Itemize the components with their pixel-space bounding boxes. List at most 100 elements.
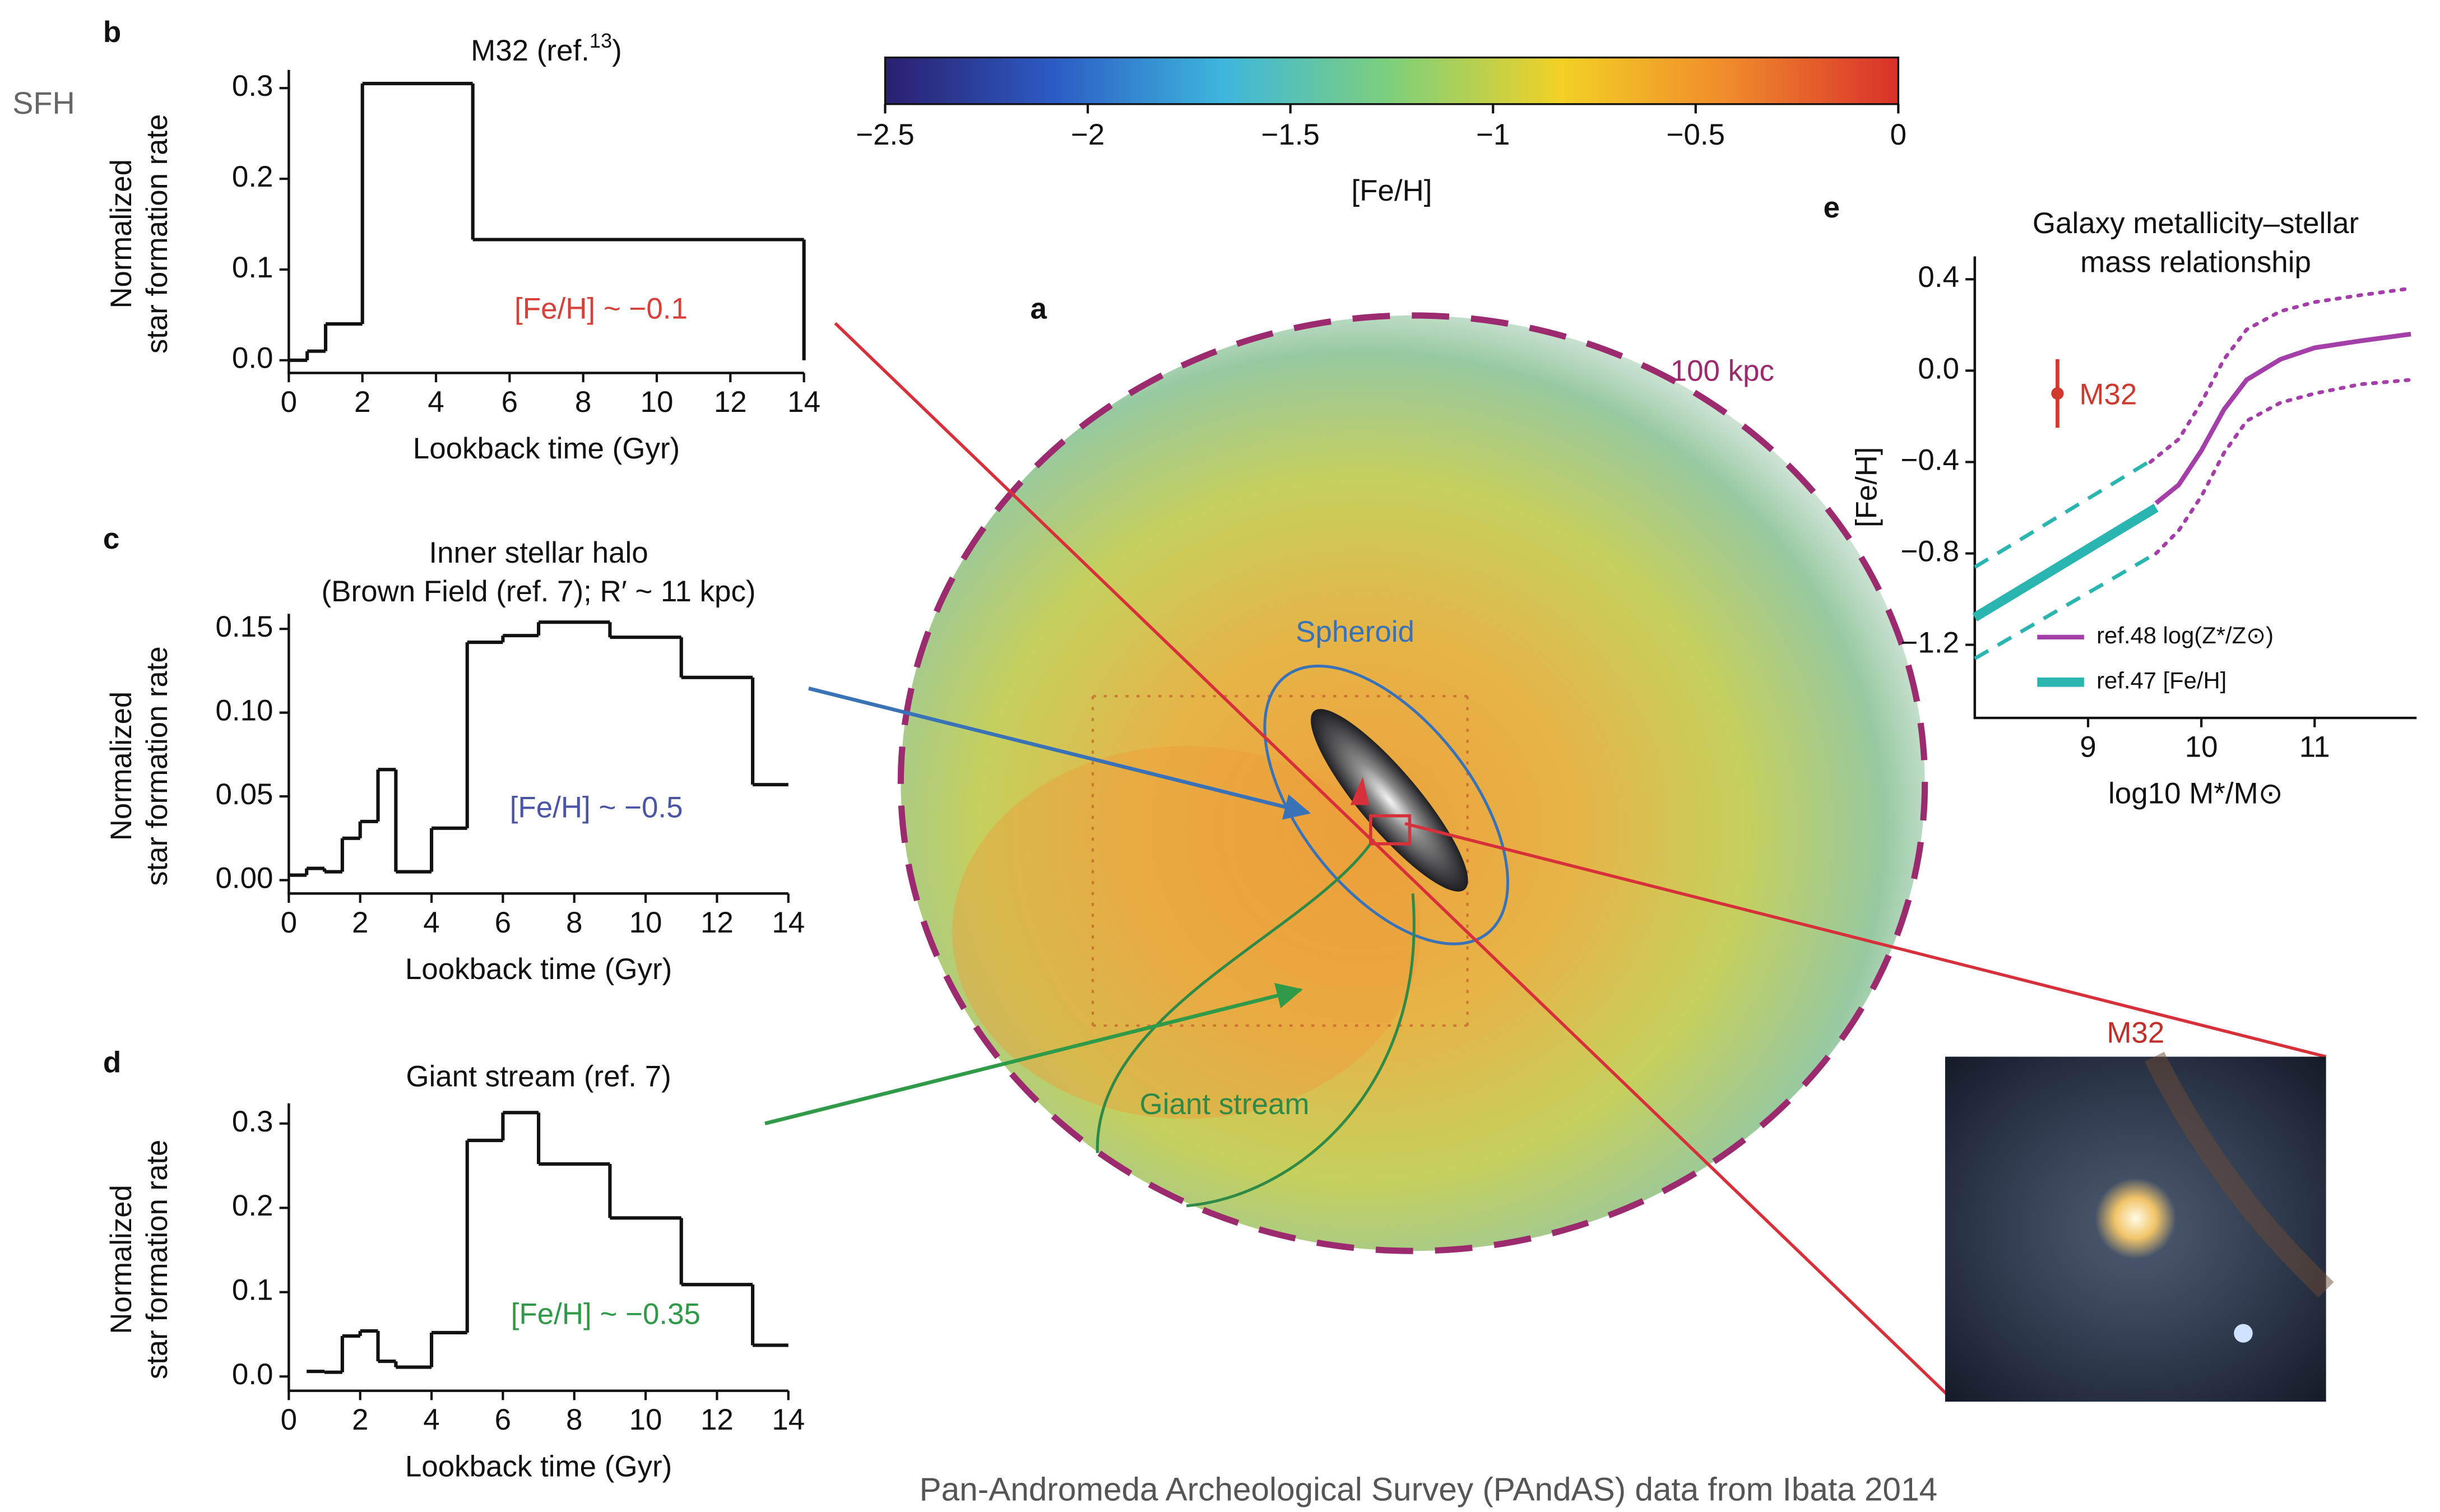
x-tick-label: 8 — [566, 1403, 582, 1436]
y-tick-label: 0.15 — [215, 610, 273, 643]
chart-title: (Brown Field (ref. 7); R′ ~ 11 kpc) — [322, 575, 756, 608]
x-tick-label: 0 — [281, 386, 297, 419]
x-tick-label: 2 — [352, 1403, 368, 1436]
line-series — [2156, 380, 2411, 554]
y-axis-label-line: Normalized — [105, 159, 138, 308]
annotation: [Fe/H] ~ −0.5 — [510, 791, 683, 824]
map: a 100 kpc Spheroid Giant stream M32 — [765, 293, 2326, 1402]
y-tick-label: 0.3 — [232, 1105, 273, 1138]
chart-title: Galaxy metallicity–stellar — [2033, 207, 2359, 240]
line-series — [2150, 289, 2411, 462]
x-tick-label: 2 — [352, 906, 368, 939]
legend-label: ref.47 [Fe/H] — [2096, 667, 2226, 693]
line-series — [2156, 334, 2411, 503]
x-tick-label: 10 — [629, 1403, 662, 1436]
colorbar-tick-label: −1.5 — [1261, 118, 1319, 151]
x-axis-label: log10 M*/M⊙ — [2108, 777, 2283, 810]
m32-galaxy — [2095, 1178, 2176, 1259]
axis-spine — [289, 70, 804, 373]
title-text: M32 (ref. — [471, 34, 590, 67]
y-tick-label: −0.4 — [1901, 443, 1959, 476]
colorbar-label: [Fe/H] — [1351, 174, 1432, 207]
x-tick-label: 14 — [772, 1403, 805, 1436]
x-tick-label: 14 — [772, 906, 805, 939]
chart-title: Inner stellar halo — [429, 536, 648, 569]
x-axis-label: Lookback time (Gyr) — [405, 1450, 672, 1483]
data-point — [2051, 387, 2063, 400]
chart-title: mass relationship — [2080, 245, 2311, 279]
inset-label: M32 — [2107, 1017, 2164, 1050]
axis-spine — [1975, 257, 2416, 718]
colorbar-tick-label: −0.5 — [1667, 118, 1725, 151]
y-tick-label: 0.4 — [1918, 261, 1959, 294]
point-label: M32 — [2079, 378, 2137, 411]
x-tick-label: 0 — [281, 906, 297, 939]
figure: a 100 kpc Spheroid Giant stream M32 SFH … — [0, 0, 2440, 1512]
x-tick-label: 10 — [629, 906, 662, 939]
title-text: ) — [612, 34, 622, 67]
panel-letter: b — [103, 16, 121, 49]
y-tick-label: 0.10 — [215, 694, 273, 727]
axis-spine — [289, 614, 788, 893]
y-tick-label: −1.2 — [1901, 627, 1959, 660]
y-tick-label: −0.8 — [1901, 535, 1959, 568]
x-tick-label: 9 — [2080, 731, 2096, 764]
y-axis-label-line: Normalized — [105, 692, 138, 841]
x-tick-label: 12 — [701, 906, 734, 939]
panel-letter: e — [1824, 191, 1840, 224]
stream-region — [952, 746, 1421, 1119]
x-tick-label: 8 — [566, 906, 582, 939]
y-axis-label: [Fe/H] — [1850, 447, 1883, 527]
inset-star — [2234, 1324, 2252, 1342]
x-tick-label: 8 — [575, 386, 591, 419]
line-series — [1975, 457, 2156, 567]
x-tick-label: 12 — [701, 1403, 734, 1436]
x-tick-label: 4 — [423, 1403, 439, 1436]
y-tick-label: 0.1 — [232, 251, 273, 284]
caption: Pan-Andromeda Archeological Survey (PAnd… — [920, 1471, 1938, 1508]
x-tick-label: 12 — [714, 386, 747, 419]
panel-letter: d — [103, 1046, 121, 1079]
y-axis-label-line: star formation rate — [141, 1140, 174, 1379]
y-tick-label: 0.0 — [232, 1358, 273, 1391]
title-superscript: 13 — [590, 29, 612, 52]
stream-label: Giant stream — [1140, 1088, 1310, 1121]
x-tick-label: 14 — [787, 386, 820, 419]
x-tick-label: 2 — [354, 386, 370, 419]
x-tick-label: 4 — [423, 906, 439, 939]
y-tick-label: 0.2 — [232, 1189, 273, 1222]
x-tick-label: 11 — [2299, 731, 2330, 764]
y-tick-label: 0.0 — [1918, 352, 1959, 385]
y-tick-label: 0.1 — [232, 1274, 273, 1307]
y-axis-label: Normalizedstar formation rate — [105, 646, 174, 885]
x-tick-label: 6 — [502, 386, 518, 419]
y-tick-label: 0.00 — [215, 862, 273, 895]
colorbar-tick-label: −2 — [1071, 118, 1105, 151]
x-axis-label: Lookback time (Gyr) — [405, 953, 672, 986]
panel-letter: a — [1031, 293, 1047, 326]
y-axis-label-line: star formation rate — [141, 114, 174, 354]
chart-title: M32 (ref.13) — [471, 29, 622, 67]
y-axis-label-line: star formation rate — [141, 646, 174, 885]
x-tick-label: 6 — [495, 1403, 511, 1436]
x-axis-label: Lookback time (Gyr) — [413, 432, 680, 465]
y-tick-label: 0.2 — [232, 160, 273, 193]
panel-letter: c — [103, 522, 119, 555]
x-tick-label: 10 — [2185, 731, 2218, 764]
x-tick-label: 4 — [428, 386, 444, 419]
x-tick-label: 10 — [641, 386, 674, 419]
y-tick-label: 0.0 — [232, 342, 273, 375]
colorbar-tick-label: 0 — [1890, 118, 1906, 151]
y-tick-label: 0.05 — [215, 778, 273, 811]
scale-label: 100 kpc — [1671, 355, 1774, 388]
y-axis-label-line: Normalized — [105, 1185, 138, 1334]
y-tick-label: 0.3 — [232, 69, 273, 103]
annotation: [Fe/H] ~ −0.1 — [514, 293, 688, 326]
x-tick-label: 0 — [281, 1403, 297, 1436]
chart-title: Giant stream (ref. 7) — [406, 1060, 671, 1093]
colorbar — [885, 58, 1898, 104]
side-label: SFH — [12, 86, 75, 120]
colorbar-tick-label: −1 — [1476, 118, 1510, 151]
